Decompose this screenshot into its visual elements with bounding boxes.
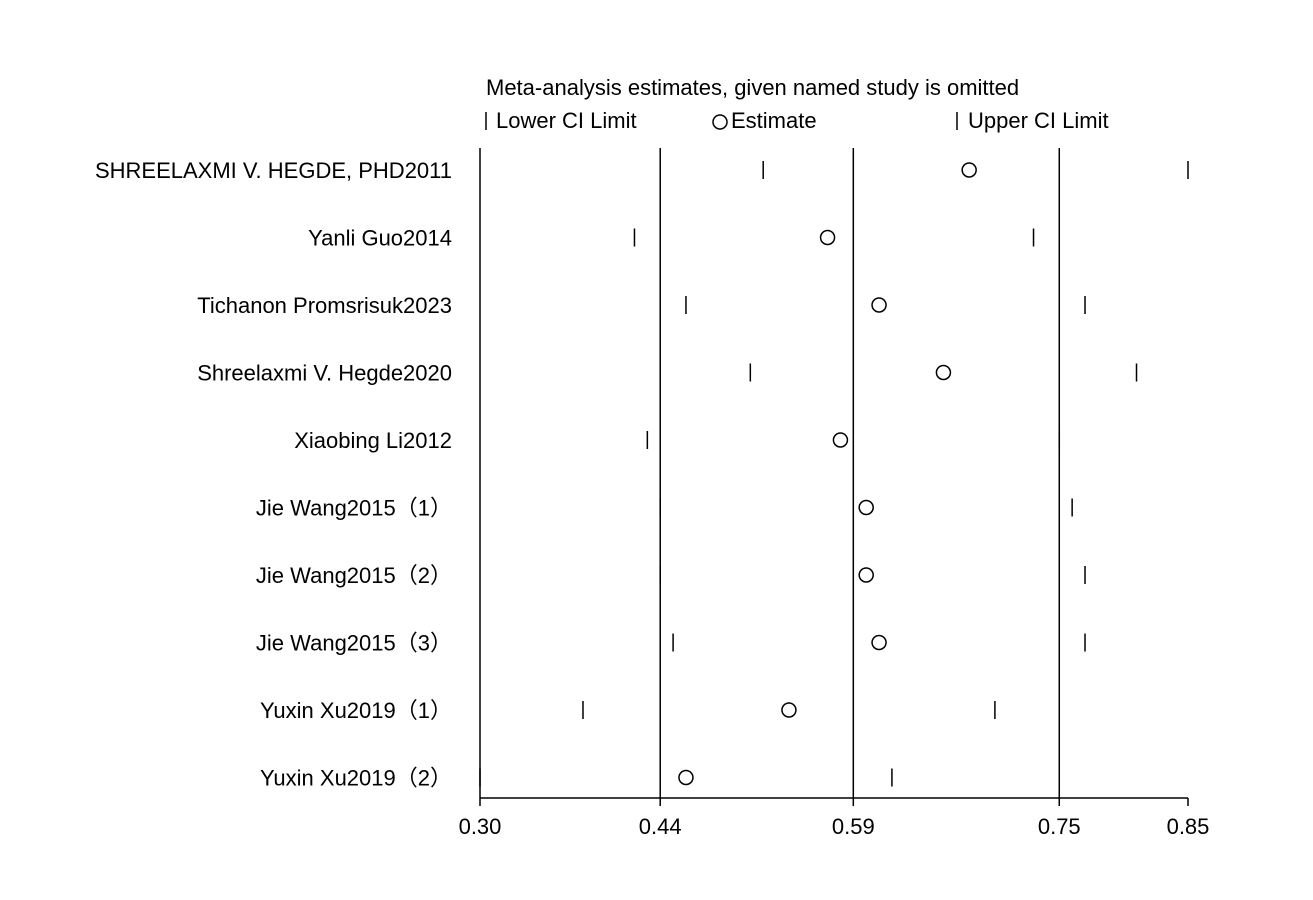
study-label: Jie Wang2015（2）	[256, 563, 452, 588]
study-row: Tichanon Promsrisuk2023	[197, 293, 1086, 318]
estimate-point	[781, 702, 797, 718]
study-row: Yuxin Xu2019（2）	[260, 766, 893, 791]
x-tick-label: 0.44	[639, 814, 682, 839]
study-row: Jie Wang2015（2）	[256, 563, 1086, 588]
x-tick-label: 0.75	[1038, 814, 1081, 839]
study-label: SHREELAXMI V. HEGDE, PHD2011	[95, 158, 452, 183]
study-row: Jie Wang2015（1）	[256, 496, 1073, 521]
reference-lines	[659, 148, 1061, 798]
estimate-point	[935, 364, 952, 381]
study-label: Yanli Guo2014	[308, 226, 452, 251]
x-tick-label: 0.59	[832, 814, 875, 839]
legend-upper-label: Upper CI Limit	[968, 108, 1109, 133]
estimate-point	[819, 229, 836, 246]
study-label: Jie Wang2015（3）	[256, 631, 452, 656]
estimate-point	[678, 769, 694, 786]
axes	[479, 148, 1188, 799]
estimate-point	[961, 162, 977, 178]
estimate-point	[858, 499, 874, 516]
study-label: Shreelaxmi V. Hegde2020	[197, 361, 452, 386]
legend: Lower CI Limit Estimate Upper CI Limit	[485, 108, 1109, 133]
study-label: Tichanon Promsrisuk2023	[197, 293, 452, 318]
study-row: Jie Wang2015（3）	[256, 631, 1086, 656]
study-row: Xiaobing Li2012	[294, 428, 1061, 453]
estimate-point	[871, 634, 887, 651]
study-label: Jie Wang2015（1）	[256, 496, 452, 521]
study-row: Yuxin Xu2019（1）	[260, 698, 996, 723]
study-label: Xiaobing Li2012	[294, 428, 452, 453]
legend-estimate-label: Estimate	[731, 108, 817, 133]
study-row: SHREELAXMI V. HEGDE, PHD2011	[95, 158, 1189, 183]
study-label: Yuxin Xu2019（1）	[260, 698, 452, 723]
legend-lower-label: Lower CI Limit	[496, 108, 637, 133]
study-label: Yuxin Xu2019（2）	[260, 766, 452, 791]
estimate-point	[832, 432, 849, 448]
estimate-point	[871, 297, 887, 313]
x-tick-label: 0.85	[1167, 814, 1210, 839]
x-tick-label: 0.30	[459, 814, 502, 839]
study-rows: SHREELAXMI V. HEGDE, PHD2011 Yanli Guo201…	[95, 158, 1189, 791]
study-row: Yanli Guo2014	[308, 226, 1035, 251]
legend-estimate-marker	[712, 114, 728, 130]
x-axis-ticks: 0.30 0.44 0.59 0.75 0.85	[459, 798, 1210, 839]
estimate-point	[858, 567, 874, 583]
study-row: Shreelaxmi V. Hegde2020	[197, 361, 1138, 386]
chart-title: Meta-analysis estimates, given named stu…	[486, 75, 1019, 100]
